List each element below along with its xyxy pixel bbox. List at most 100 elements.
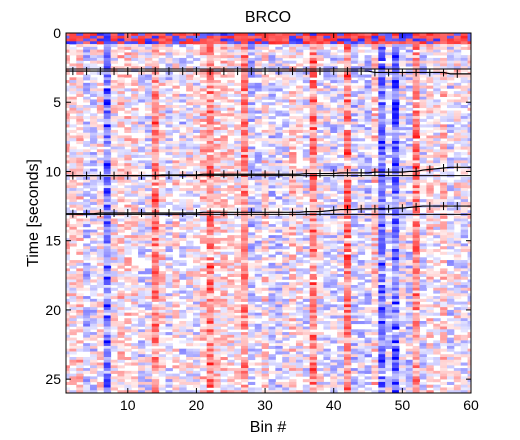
heatmap-cell <box>378 179 386 183</box>
heatmap-cell <box>76 152 84 156</box>
heatmap-cell <box>330 384 338 388</box>
heatmap-cell <box>378 298 386 302</box>
heatmap-cell <box>151 260 160 264</box>
heatmap-cell <box>199 318 208 322</box>
heatmap-cell <box>309 215 318 219</box>
heatmap-cell <box>83 35 91 39</box>
heatmap-cell <box>364 146 372 150</box>
heatmap-cell <box>165 129 173 133</box>
heatmap-cell <box>69 63 77 67</box>
heatmap-cell <box>282 138 290 142</box>
heatmap-cell <box>199 359 208 363</box>
heatmap-cell <box>90 138 98 142</box>
heatmap-cell <box>302 215 311 219</box>
heatmap-cell <box>268 246 276 250</box>
heatmap-cell <box>83 57 91 61</box>
heatmap-cell <box>131 168 139 172</box>
heatmap-cell <box>117 226 125 230</box>
heatmap-cell <box>234 49 242 53</box>
heatmap-cell <box>227 49 235 53</box>
heatmap-cell <box>371 80 379 84</box>
heatmap-cell <box>309 193 318 197</box>
heatmap-cell <box>110 326 118 330</box>
heatmap-cell <box>261 312 269 316</box>
heatmap-cell <box>220 63 228 67</box>
heatmap-cell <box>66 33 70 37</box>
heatmap-cell <box>110 160 118 164</box>
heatmap-cell <box>337 229 345 233</box>
heatmap-cell <box>227 390 235 393</box>
heatmap-cell <box>275 246 283 250</box>
heatmap-cell <box>227 185 235 189</box>
heatmap-cell <box>330 232 338 236</box>
heatmap-cell <box>199 307 208 311</box>
heatmap-cell <box>309 345 318 349</box>
heatmap-cell <box>124 296 132 300</box>
heatmap-cell <box>268 315 276 319</box>
heatmap-cell <box>76 221 84 225</box>
heatmap-cell <box>199 199 208 203</box>
heatmap-cell <box>96 55 105 59</box>
heatmap-cell <box>124 334 132 338</box>
heatmap-cell <box>213 329 221 333</box>
heatmap-cell <box>289 157 297 161</box>
heatmap-cell <box>302 357 311 361</box>
heatmap-cell <box>206 80 215 84</box>
heatmap-cell <box>138 276 146 280</box>
heatmap-cell <box>103 63 112 67</box>
heatmap-cell <box>165 332 173 336</box>
heatmap-cell <box>90 271 98 275</box>
heatmap-cell <box>206 46 215 50</box>
heatmap-cell <box>227 345 235 349</box>
heatmap-cell <box>309 254 318 258</box>
heatmap-cell <box>227 35 235 39</box>
heatmap-cell <box>254 49 263 53</box>
heatmap-cell <box>110 190 118 194</box>
heatmap-cell <box>144 307 153 311</box>
heatmap-cell <box>364 190 372 194</box>
heatmap-cell <box>227 163 235 167</box>
heatmap-cell <box>131 265 139 269</box>
heatmap-cell <box>261 340 269 344</box>
heatmap-cell <box>275 179 283 183</box>
heatmap-cell <box>241 254 249 258</box>
heatmap-cell <box>316 337 324 341</box>
heatmap-cell <box>323 66 331 70</box>
heatmap-cell <box>268 370 276 374</box>
heatmap-cell <box>213 337 221 341</box>
heatmap-cell <box>144 235 153 239</box>
heatmap-cell <box>385 129 393 133</box>
heatmap-cell <box>330 80 338 84</box>
heatmap-cell <box>192 321 201 325</box>
heatmap-cell <box>371 165 379 169</box>
heatmap-cell <box>151 74 160 78</box>
heatmap-cell <box>151 157 160 161</box>
heatmap-cell <box>151 93 160 97</box>
heatmap-cell <box>247 199 256 203</box>
heatmap-cell <box>241 276 249 280</box>
heatmap-cell <box>350 190 359 194</box>
heatmap-cell <box>213 287 221 291</box>
heatmap-cell <box>344 93 352 97</box>
heatmap-cell <box>206 52 215 56</box>
heatmap-cell <box>186 146 194 150</box>
heatmap-cell <box>350 224 359 228</box>
heatmap-cell <box>206 82 215 86</box>
heatmap-cell <box>357 152 366 156</box>
heatmap-cell <box>76 193 84 197</box>
heatmap-cell <box>254 260 263 264</box>
heatmap-cell <box>357 190 366 194</box>
heatmap-cell <box>309 66 318 70</box>
heatmap-cell <box>90 60 98 64</box>
heatmap-cell <box>172 293 180 297</box>
heatmap-cell <box>337 165 345 169</box>
heatmap-cell <box>206 201 215 205</box>
heatmap-cell <box>96 240 105 244</box>
heatmap-cell <box>172 85 180 89</box>
heatmap-cell <box>192 381 201 385</box>
heatmap-cell <box>385 110 393 114</box>
heatmap-cell <box>309 163 318 167</box>
heatmap-cell <box>295 221 304 225</box>
heatmap-cell <box>144 315 153 319</box>
heatmap-cell <box>165 307 173 311</box>
